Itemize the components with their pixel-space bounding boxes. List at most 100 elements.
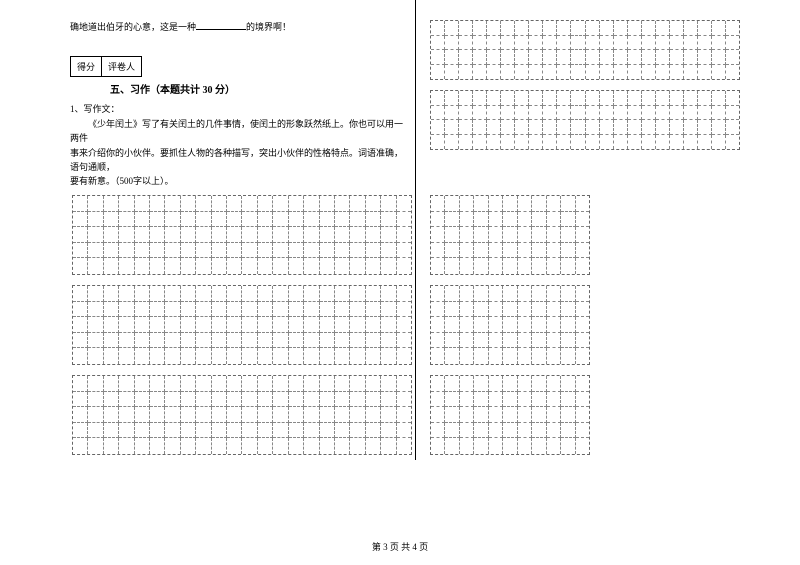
grid-cell[interactable]	[501, 91, 515, 106]
grid-cell[interactable]	[600, 120, 614, 135]
grid-cell[interactable]	[73, 407, 88, 423]
grid-cell[interactable]	[518, 423, 532, 439]
grid-cell[interactable]	[445, 196, 459, 212]
grid-cell[interactable]	[227, 438, 242, 454]
grid-cell[interactable]	[586, 36, 600, 51]
grid-cell[interactable]	[227, 348, 242, 364]
grid-cell[interactable]	[242, 212, 257, 228]
grid-cell[interactable]	[557, 106, 571, 121]
grid-cell[interactable]	[642, 50, 656, 65]
grid-cell[interactable]	[561, 286, 575, 302]
grid-cell[interactable]	[576, 212, 589, 228]
grid-cell[interactable]	[445, 135, 459, 150]
grid-cell[interactable]	[576, 423, 589, 439]
grid-cell[interactable]	[88, 317, 103, 333]
grid-cell[interactable]	[181, 407, 196, 423]
grid-cell[interactable]	[726, 135, 739, 150]
grid-cell[interactable]	[600, 91, 614, 106]
grid-cell[interactable]	[460, 348, 474, 364]
grid-cell[interactable]	[366, 423, 381, 439]
grid-cell[interactable]	[135, 423, 150, 439]
grid-cell[interactable]	[642, 120, 656, 135]
grid-cell[interactable]	[397, 258, 411, 274]
grid-cell[interactable]	[529, 91, 543, 106]
grid-cell[interactable]	[289, 376, 304, 392]
grid-cell[interactable]	[529, 135, 543, 150]
grid-cell[interactable]	[460, 286, 474, 302]
grid-cell[interactable]	[119, 258, 134, 274]
grid-cell[interactable]	[642, 36, 656, 51]
grid-cell[interactable]	[304, 243, 319, 259]
grid-cell[interactable]	[518, 196, 532, 212]
grid-cell[interactable]	[135, 333, 150, 349]
grid-cell[interactable]	[227, 333, 242, 349]
grid-cell[interactable]	[242, 438, 257, 454]
grid-cell[interactable]	[104, 302, 119, 318]
grid-cell[interactable]	[165, 438, 180, 454]
fill-blank[interactable]	[196, 20, 246, 30]
grid-cell[interactable]	[165, 258, 180, 274]
grid-cell[interactable]	[547, 286, 561, 302]
grid-cell[interactable]	[473, 135, 487, 150]
grid-cell[interactable]	[258, 438, 273, 454]
grid-cell[interactable]	[431, 106, 445, 121]
grid-cell[interactable]	[381, 423, 396, 439]
grid-cell[interactable]	[73, 333, 88, 349]
grid-cell[interactable]	[543, 91, 557, 106]
grid-cell[interactable]	[712, 120, 726, 135]
grid-cell[interactable]	[181, 438, 196, 454]
grid-cell[interactable]	[73, 376, 88, 392]
grid-cell[interactable]	[460, 407, 474, 423]
grid-cell[interactable]	[273, 258, 288, 274]
grid-cell[interactable]	[586, 50, 600, 65]
grid-cell[interactable]	[628, 50, 642, 65]
grid-cell[interactable]	[320, 407, 335, 423]
grid-cell[interactable]	[459, 106, 473, 121]
grid-cell[interactable]	[366, 196, 381, 212]
grid-cell[interactable]	[670, 91, 684, 106]
grid-cell[interactable]	[150, 333, 165, 349]
grid-cell[interactable]	[196, 333, 211, 349]
grid-cell[interactable]	[181, 286, 196, 302]
grid-cell[interactable]	[212, 348, 227, 364]
grid-cell[interactable]	[181, 227, 196, 243]
grid-cell[interactable]	[165, 196, 180, 212]
grid-cell[interactable]	[320, 286, 335, 302]
grid-cell[interactable]	[431, 243, 445, 259]
grid-cell[interactable]	[474, 227, 488, 243]
grid-cell[interactable]	[547, 376, 561, 392]
grid-cell[interactable]	[165, 333, 180, 349]
grid-cell[interactable]	[431, 376, 445, 392]
grid-cell[interactable]	[119, 286, 134, 302]
grid-cell[interactable]	[600, 106, 614, 121]
grid-cell[interactable]	[532, 392, 546, 408]
grid-cell[interactable]	[628, 135, 642, 150]
grid-cell[interactable]	[431, 135, 445, 150]
grid-cell[interactable]	[397, 317, 411, 333]
grid-cell[interactable]	[227, 243, 242, 259]
grid-cell[interactable]	[196, 302, 211, 318]
grid-cell[interactable]	[165, 348, 180, 364]
grid-cell[interactable]	[289, 196, 304, 212]
grid-cell[interactable]	[227, 407, 242, 423]
grid-cell[interactable]	[273, 243, 288, 259]
grid-cell[interactable]	[304, 407, 319, 423]
grid-cell[interactable]	[119, 302, 134, 318]
grid-cell[interactable]	[88, 376, 103, 392]
grid-cell[interactable]	[547, 423, 561, 439]
grid-cell[interactable]	[289, 243, 304, 259]
grid-cell[interactable]	[515, 135, 529, 150]
grid-cell[interactable]	[304, 348, 319, 364]
grid-cell[interactable]	[165, 317, 180, 333]
grid-cell[interactable]	[656, 36, 670, 51]
grid-cell[interactable]	[150, 407, 165, 423]
grid-cell[interactable]	[119, 212, 134, 228]
grid-cell[interactable]	[350, 258, 365, 274]
grid-cell[interactable]	[515, 50, 529, 65]
grid-cell[interactable]	[532, 243, 546, 259]
grid-cell[interactable]	[561, 392, 575, 408]
grid-cell[interactable]	[445, 286, 459, 302]
grid-cell[interactable]	[119, 376, 134, 392]
grid-cell[interactable]	[366, 317, 381, 333]
grid-cell[interactable]	[242, 196, 257, 212]
